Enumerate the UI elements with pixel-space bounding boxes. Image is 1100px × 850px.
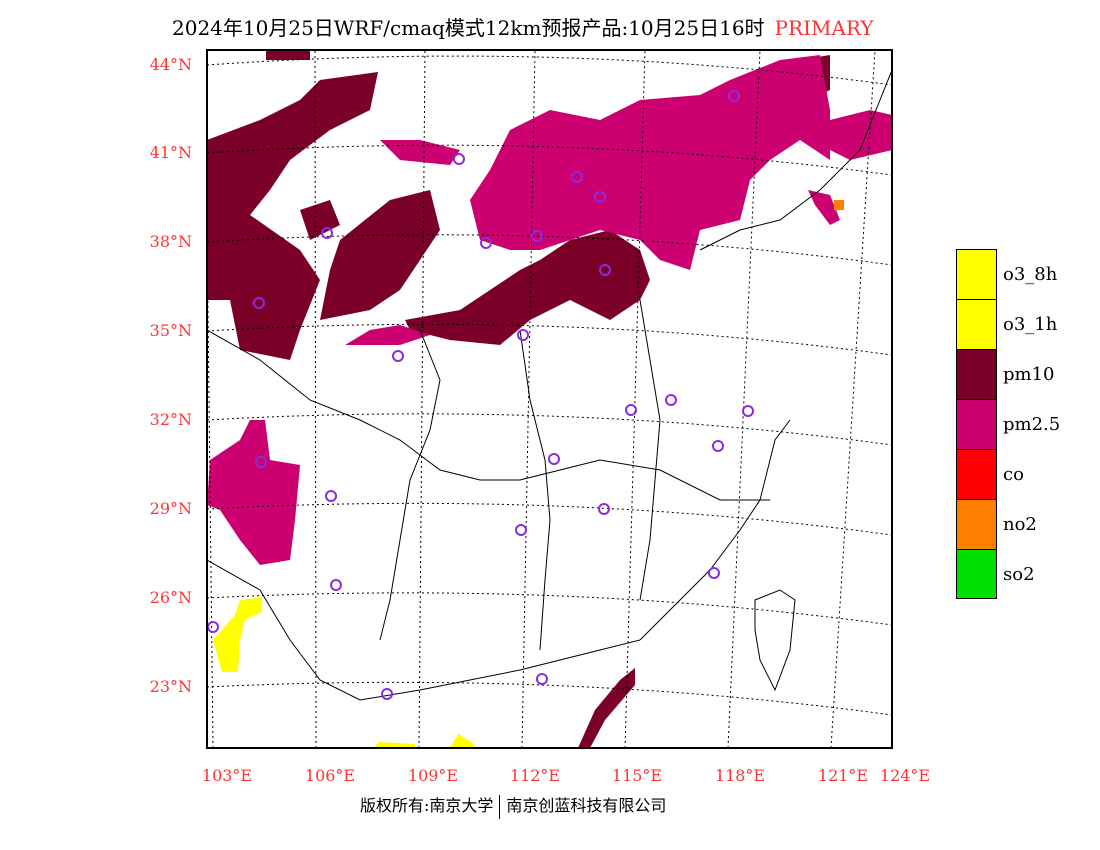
lon-label: 103°E [201, 766, 253, 785]
legend-swatch [956, 299, 997, 349]
legend-item: o3_8h [956, 249, 1060, 299]
legend-label: co [1003, 463, 1024, 485]
lat-label: 29°N [149, 499, 192, 518]
title-tag: PRIMARY [774, 16, 874, 40]
lat-label: 44°N [149, 55, 192, 74]
title-text: 2024年10月25日WRF/cmaq模式12km预报产品:10月25日16时 [172, 16, 765, 40]
lon-label: 106°E [304, 766, 356, 785]
legend-swatch [956, 549, 997, 599]
legend-label: pm10 [1003, 363, 1055, 385]
copyright-left: 版权所有:南京大学 [360, 796, 494, 815]
lon-label: 109°E [407, 766, 459, 785]
legend-item: o3_1h [956, 299, 1060, 349]
legend-label: no2 [1003, 513, 1037, 535]
legend-label: so2 [1003, 563, 1035, 585]
copyright-footer: 版权所有:南京大学 南京创蓝科技有限公司 [360, 792, 666, 819]
map-title: 2024年10月25日WRF/cmaq模式12km预报产品:10月25日16时 P… [172, 12, 874, 41]
legend-swatch [956, 499, 997, 549]
legend-item: so2 [956, 549, 1060, 599]
legend-label: pm2.5 [1003, 413, 1061, 435]
pm25-areas [207, 55, 892, 565]
lat-label: 38°N [149, 232, 192, 251]
legend-swatch [956, 449, 997, 499]
lon-label: 118°E [714, 766, 766, 785]
o3-areas [213, 597, 475, 748]
lat-label: 23°N [149, 677, 192, 696]
legend: o3_8h o3_1h pm10 pm2.5 co no2 so2 [956, 249, 1060, 599]
lon-label: 124°E [879, 766, 931, 785]
legend-label: o3_8h [1003, 263, 1058, 285]
legend-swatch [956, 249, 997, 299]
legend-item: co [956, 449, 1060, 499]
lon-label: 121°E [817, 766, 869, 785]
legend-item: pm2.5 [956, 399, 1060, 449]
lon-label: 115°E [611, 766, 663, 785]
lat-label: 41°N [149, 143, 192, 162]
lon-label: 112°E [509, 766, 561, 785]
footer-divider [499, 794, 501, 819]
monitoring-stations [207, 90, 754, 700]
map-frame [206, 49, 893, 749]
lat-label: 26°N [149, 588, 192, 607]
legend-swatch [956, 399, 997, 449]
copyright-right: 南京创蓝科技有限公司 [506, 796, 667, 815]
legend-label: o3_1h [1003, 313, 1058, 335]
boundaries [207, 69, 892, 701]
legend-item: no2 [956, 499, 1060, 549]
no2-area [834, 200, 844, 210]
lat-label: 35°N [149, 321, 192, 340]
legend-swatch [956, 349, 997, 399]
lat-label: 32°N [149, 410, 192, 429]
legend-item: pm10 [956, 349, 1060, 399]
